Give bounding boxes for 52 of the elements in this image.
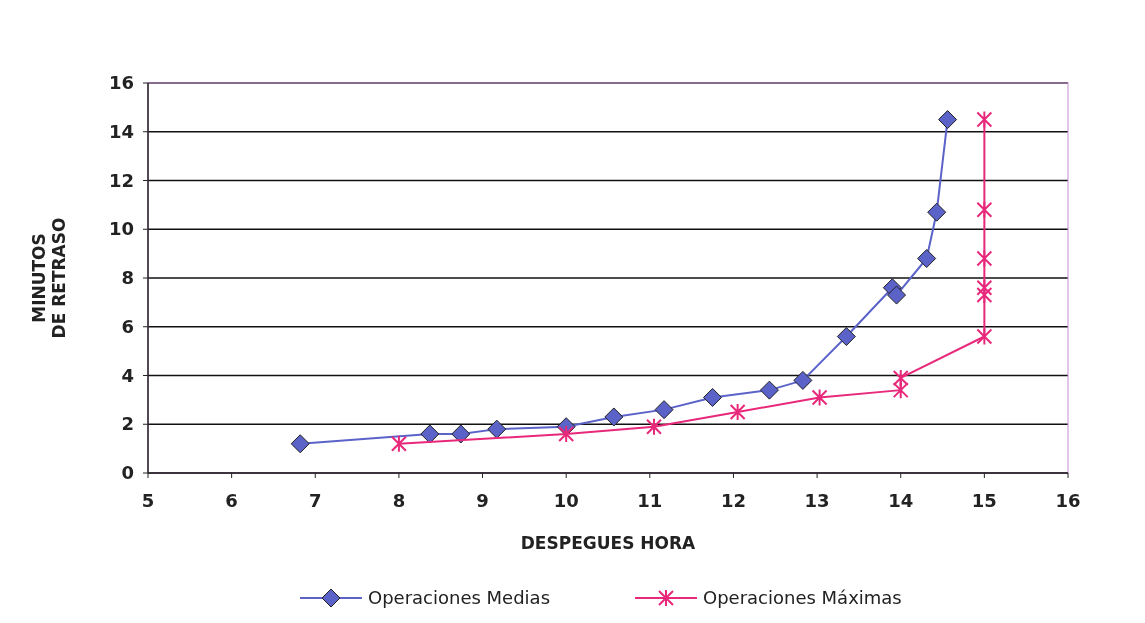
point: [811, 388, 828, 407]
x-tick-label: 8: [392, 490, 406, 511]
point: [390, 434, 407, 453]
point: [290, 434, 310, 454]
point: [420, 424, 440, 444]
x-tick-label: 10: [553, 490, 579, 511]
y-tick-label: 6: [121, 315, 134, 337]
y-tick-label: 0: [121, 462, 134, 483]
x-tick-label: 15: [971, 490, 997, 511]
point: [917, 249, 937, 268]
point: [927, 202, 947, 222]
point: [451, 424, 471, 444]
y-tick-label: 14: [108, 120, 134, 142]
x-tick-label: 14: [888, 490, 914, 511]
x-tick-label: 11: [637, 490, 663, 511]
x-tick-label: 5: [141, 490, 155, 511]
point: [759, 380, 779, 400]
point: [654, 400, 674, 420]
point: [976, 286, 993, 305]
legend-label: Operaciones Medias: [368, 587, 551, 608]
y-tick-label: 16: [108, 72, 134, 93]
y-tick-label: 2: [121, 413, 134, 435]
point: [976, 110, 993, 129]
point: [793, 370, 813, 390]
point: [938, 110, 958, 130]
point: [558, 425, 575, 443]
y-tick-label: 8: [121, 267, 134, 288]
x-tick-label: 7: [309, 490, 322, 511]
x-tick-label: 13: [804, 490, 830, 511]
y-tick-label: 10: [108, 218, 134, 240]
point: [836, 327, 856, 346]
x-tick-label: 12: [720, 490, 746, 511]
point: [976, 278, 993, 297]
legend-label: Operaciones Máximas: [703, 587, 902, 608]
point: [976, 200, 993, 219]
point: [892, 381, 909, 400]
point: [487, 419, 507, 439]
y-tick-label: 4: [121, 364, 134, 386]
y-axis-title: MINUTOS DE RETRASO: [29, 217, 69, 339]
point: [604, 407, 624, 427]
point: [729, 403, 746, 422]
point: [646, 417, 662, 436]
y-tick-label: 12: [108, 169, 134, 191]
x-tick-label: 16: [1055, 490, 1081, 511]
point: [976, 249, 993, 268]
point: [976, 327, 993, 346]
x-axis-title: DESPEGUES HORA: [520, 533, 697, 553]
point: [892, 368, 909, 387]
point: [887, 285, 907, 305]
point: [703, 387, 723, 407]
x-tick-label: 6: [225, 490, 238, 511]
x-tick-label: 9: [476, 490, 489, 511]
